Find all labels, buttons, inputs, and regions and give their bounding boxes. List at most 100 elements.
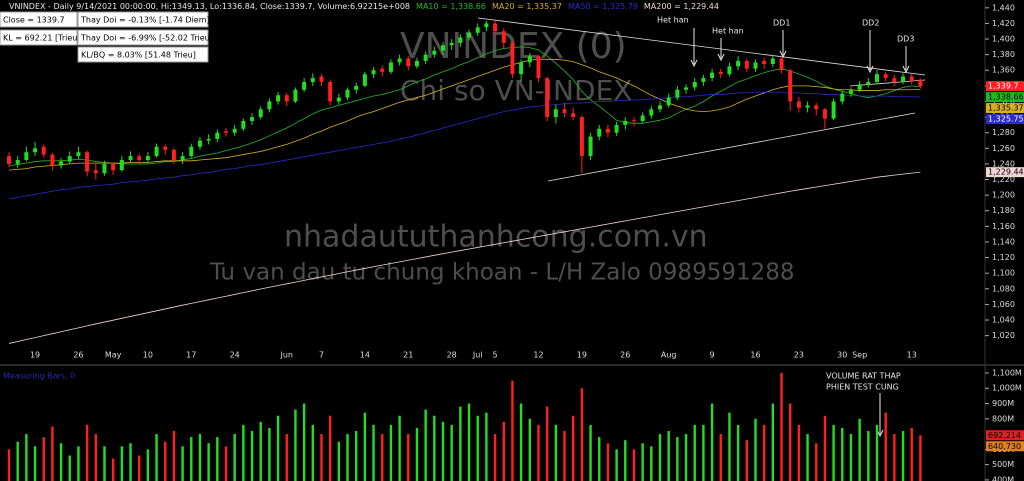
volume-bar: [728, 412, 731, 481]
annotation: Het han: [712, 27, 744, 36]
candle-body: [180, 156, 185, 161]
volume-bar: [650, 446, 653, 481]
arrow-head: [690, 59, 698, 68]
arrow-head: [902, 65, 910, 74]
info-box: [77, 11, 209, 28]
candle-body: [510, 42, 515, 75]
volume-bar: [502, 421, 505, 481]
volume-bar: [363, 412, 367, 481]
volume-bar: [441, 421, 445, 481]
volume-bar: [841, 427, 844, 481]
x-tick-label: Aug: [661, 351, 677, 360]
x-tick-label: 16: [750, 351, 760, 360]
volume-bar: [632, 449, 636, 481]
volume-bar: [51, 426, 54, 481]
arrow-head: [779, 50, 787, 59]
candle-body: [154, 146, 159, 157]
volume-bar: [164, 441, 167, 481]
last-value-label: 1,339.7: [988, 82, 1019, 91]
candle-body: [432, 50, 437, 55]
volume-bar: [415, 427, 419, 481]
candle-body: [441, 45, 445, 51]
candle-body: [215, 132, 220, 139]
y-tick-label: 1,260: [992, 144, 1015, 153]
candle-body: [128, 156, 133, 161]
y-tick-label: 400M: [992, 475, 1014, 481]
volume-bar: [259, 421, 262, 481]
ma-line: [8, 46, 921, 166]
candle-body: [883, 74, 888, 79]
candle-body: [718, 71, 723, 75]
x-tick-label: 10: [143, 351, 153, 360]
volume-bar: [580, 388, 584, 481]
info-box: [77, 29, 209, 46]
info-box: [0, 11, 78, 28]
candle-body: [267, 101, 272, 110]
candle-body: [909, 76, 914, 82]
volume-bar: [493, 434, 497, 481]
x-tick-label: 26: [620, 351, 630, 360]
candle-body: [354, 85, 359, 90]
volume-bar: [389, 424, 393, 481]
candle-body: [623, 120, 628, 125]
candle-body: [197, 140, 202, 147]
candle-body: [753, 62, 758, 69]
candle-body: [597, 128, 602, 137]
volume-bar: [103, 446, 106, 481]
annotation: PHIEN TEST CUNG: [826, 383, 899, 392]
candle-body: [33, 148, 38, 153]
volume-bar: [224, 446, 228, 481]
watermark: nhadaututhanhcong.com.vn: [284, 220, 708, 255]
volume-bar: [320, 434, 323, 481]
volume-bar: [658, 434, 662, 481]
last-value-label: 1,325.75: [988, 115, 1024, 124]
candle-body: [736, 60, 741, 67]
candle-body: [336, 97, 341, 102]
candle-body: [588, 136, 593, 157]
x-tick-label: 17: [186, 351, 196, 360]
volume-bar: [94, 434, 97, 481]
y-tick-label: 1,020: [992, 331, 1015, 340]
volume-bar: [858, 418, 861, 481]
candle-body: [206, 138, 211, 141]
volume-bar: [276, 415, 280, 481]
candle-body: [119, 160, 124, 171]
volume-bar: [823, 415, 827, 481]
volume-bar: [815, 443, 818, 481]
candle-body: [545, 78, 550, 118]
last-value-box: [986, 430, 1024, 441]
candle-body: [7, 156, 11, 164]
candle-body: [345, 89, 350, 98]
info-box: [77, 46, 209, 63]
info-box: [0, 29, 78, 46]
volume-bar: [285, 434, 288, 481]
candle-body: [171, 149, 176, 161]
candle-body: [658, 105, 662, 110]
volume-bar: [268, 427, 271, 481]
last-value-box: [986, 441, 1024, 452]
candle-body: [605, 128, 610, 133]
last-value-box: [986, 114, 1024, 125]
candle-body: [501, 31, 506, 43]
candle-body: [831, 101, 836, 119]
volume-bar: [25, 434, 28, 481]
volume-bar: [33, 446, 37, 481]
last-value-label: 1,338.66: [988, 93, 1024, 102]
candle-body: [449, 42, 454, 46]
candle-body: [614, 124, 619, 133]
x-tick-label: May: [105, 351, 122, 360]
candle-body: [562, 109, 567, 114]
candle-body: [692, 81, 697, 88]
info-text: KL = 692.21 [Trieu]: [3, 34, 80, 43]
candle-body: [866, 81, 871, 85]
candle-body: [241, 120, 246, 129]
header: VNINDEX - Daily 9/14/2021 00:00:00, Hi:1…: [9, 2, 719, 11]
volume-bar: [615, 449, 618, 481]
volume-bar: [624, 440, 627, 481]
y-tick-label: 1,000M: [992, 384, 1022, 393]
volume-bar: [459, 406, 462, 481]
y-tick-label: 1,040: [992, 316, 1015, 325]
y-tick-label: 1,140: [992, 237, 1015, 246]
last-value-box: [986, 81, 1024, 92]
candle-body: [163, 146, 168, 150]
